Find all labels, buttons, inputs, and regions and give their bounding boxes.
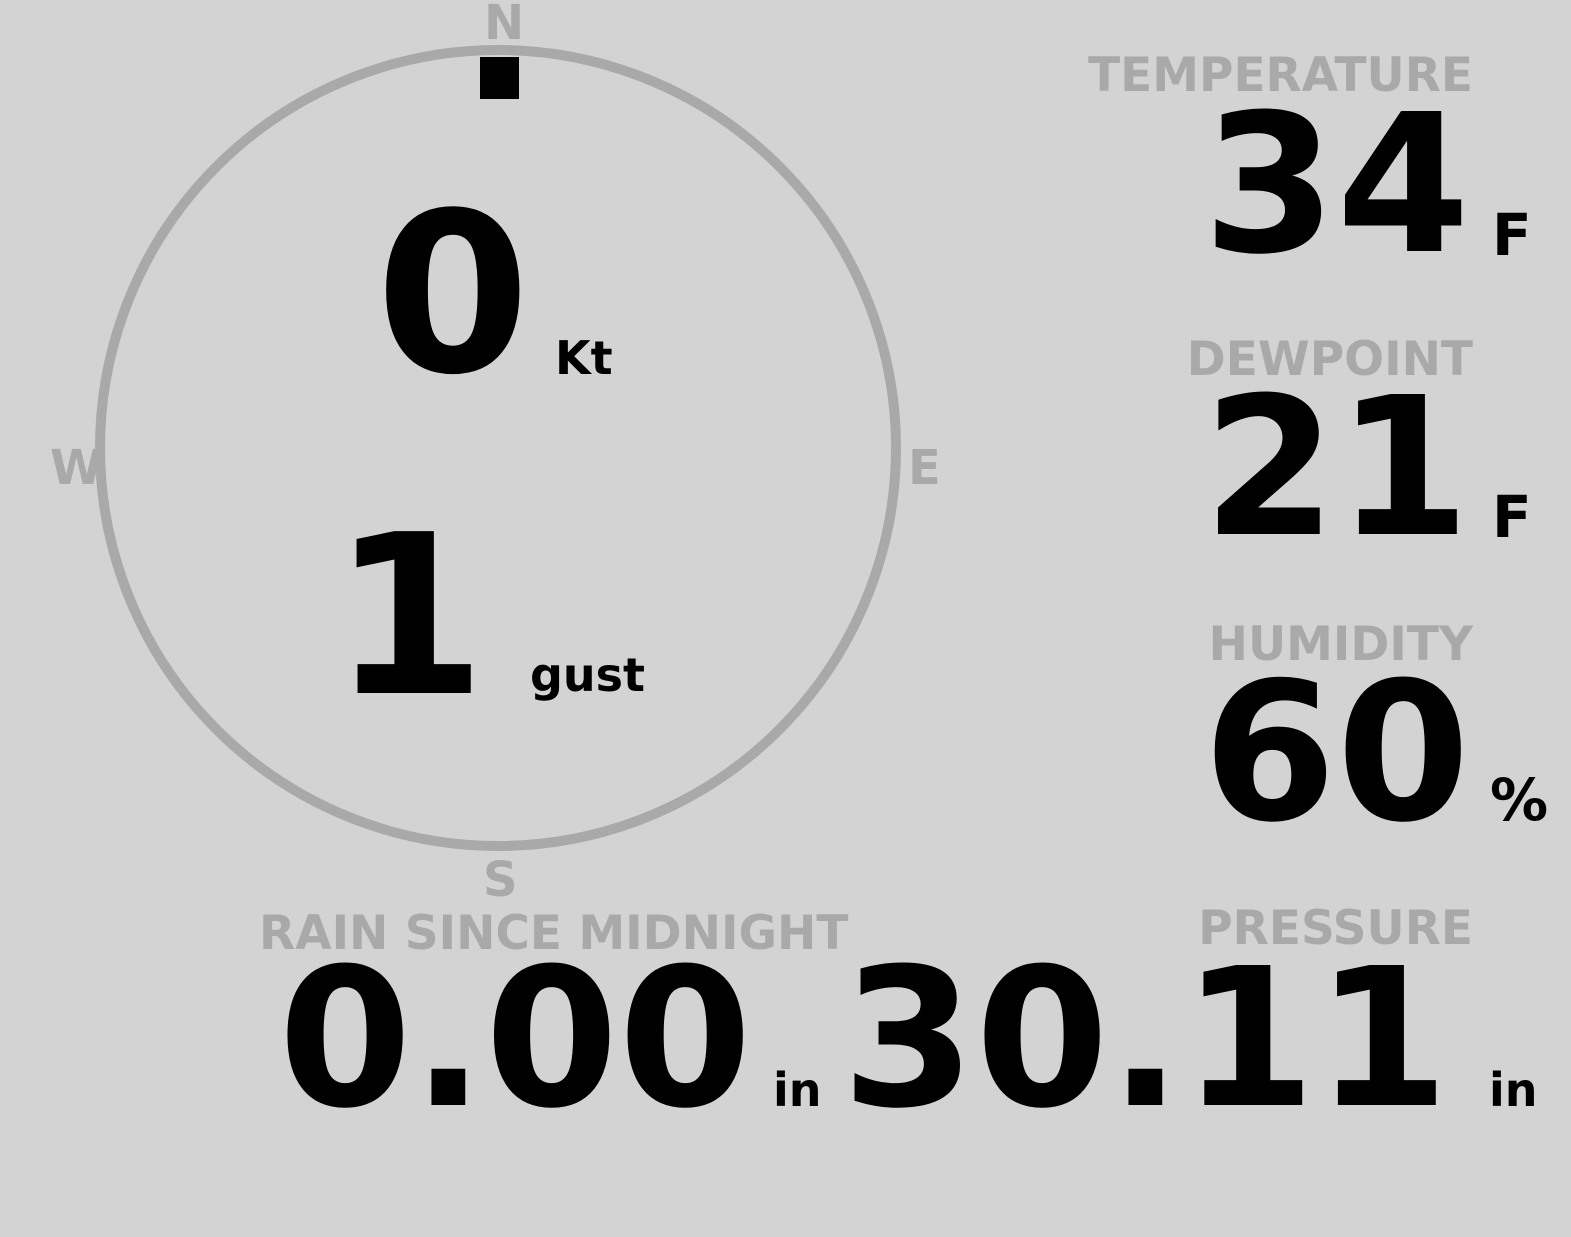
pressure-value: 30.11 [841, 928, 1449, 1151]
rain-unit: in [773, 1063, 822, 1117]
wind-gust-unit: gust [530, 648, 646, 702]
rain-label: RAIN SINCE MIDNIGHT [259, 906, 849, 961]
humidity-label: HUMIDITY [1208, 617, 1473, 672]
pressure-label: PRESSURE [1198, 901, 1473, 956]
dewpoint-value: 21 [1202, 357, 1470, 580]
temperature-value: 34 [1202, 74, 1470, 297]
dewpoint-unit: F [1492, 483, 1532, 551]
compass-west: W [50, 440, 103, 496]
dewpoint-label: DEWPOINT [1186, 332, 1473, 387]
compass-south: S [483, 852, 518, 908]
pressure-unit: in [1489, 1063, 1538, 1117]
wind-gust-value: 1 [331, 488, 486, 746]
compass-north: N [484, 0, 525, 51]
humidity-value: 60 [1202, 642, 1470, 865]
wind-speed-unit: Kt [555, 331, 613, 385]
wind-direction-marker [480, 57, 519, 99]
wind-speed-value: 0 [375, 166, 530, 424]
temperature-unit: F [1492, 201, 1532, 269]
compass-east: E [908, 440, 941, 496]
wind-compass [95, 45, 901, 851]
temperature-label: TEMPERATURE [1088, 48, 1473, 103]
rain-value: 0.00 [278, 928, 752, 1151]
humidity-unit: % [1490, 766, 1549, 834]
compass-ring [95, 45, 901, 851]
